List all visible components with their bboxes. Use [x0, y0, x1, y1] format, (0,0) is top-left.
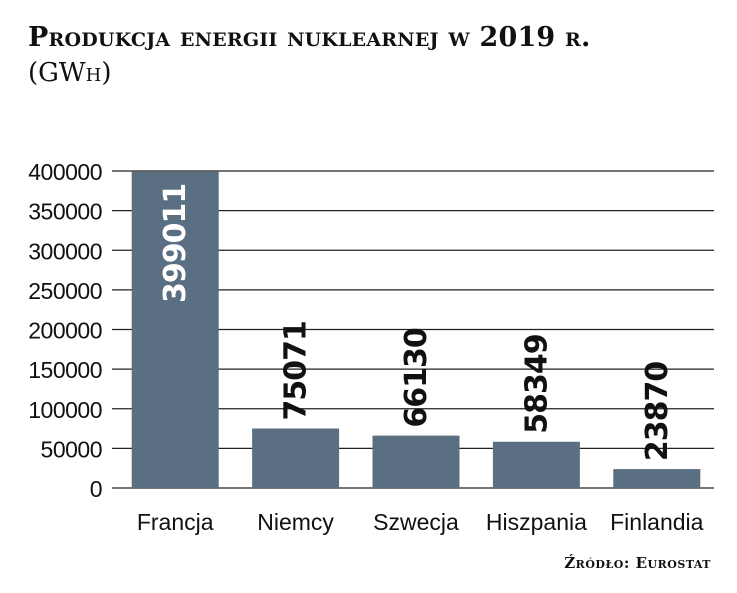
bar — [252, 428, 340, 488]
y-tick-label: 0 — [90, 476, 102, 502]
source-note: Źródło: Eurostat — [564, 554, 711, 572]
bar — [131, 171, 219, 488]
y-tick-label: 400000 — [28, 159, 102, 185]
bar — [613, 469, 701, 488]
bar-value-label: 75071 — [279, 321, 314, 420]
y-tick-label: 250000 — [28, 278, 102, 304]
bar-value-label: 58349 — [519, 334, 554, 433]
chart-title: Produkcja energii nuklearnej w 2019 r. — [28, 22, 591, 53]
bar-value-label: 399011 — [158, 184, 193, 303]
y-tick-label: 50000 — [41, 436, 102, 462]
bar-value-label: 66130 — [399, 328, 434, 427]
y-tick-label: 350000 — [28, 199, 102, 225]
y-tick-label: 300000 — [28, 238, 102, 264]
bar-value-label: 23870 — [640, 362, 675, 461]
y-tick-label: 100000 — [28, 397, 102, 423]
y-tick-label: 200000 — [28, 318, 102, 344]
x-category-label: Niemcy — [257, 509, 334, 535]
bar — [492, 441, 580, 488]
x-category-label: Szwecja — [373, 509, 459, 535]
x-category-label: Hiszpania — [486, 509, 587, 535]
x-category-label: Finlandia — [610, 509, 704, 535]
bar — [372, 435, 460, 488]
y-tick-label: 150000 — [28, 357, 102, 383]
x-category-label: Francja — [137, 509, 214, 535]
chart-unit-subtitle: (GWh) — [28, 58, 112, 88]
